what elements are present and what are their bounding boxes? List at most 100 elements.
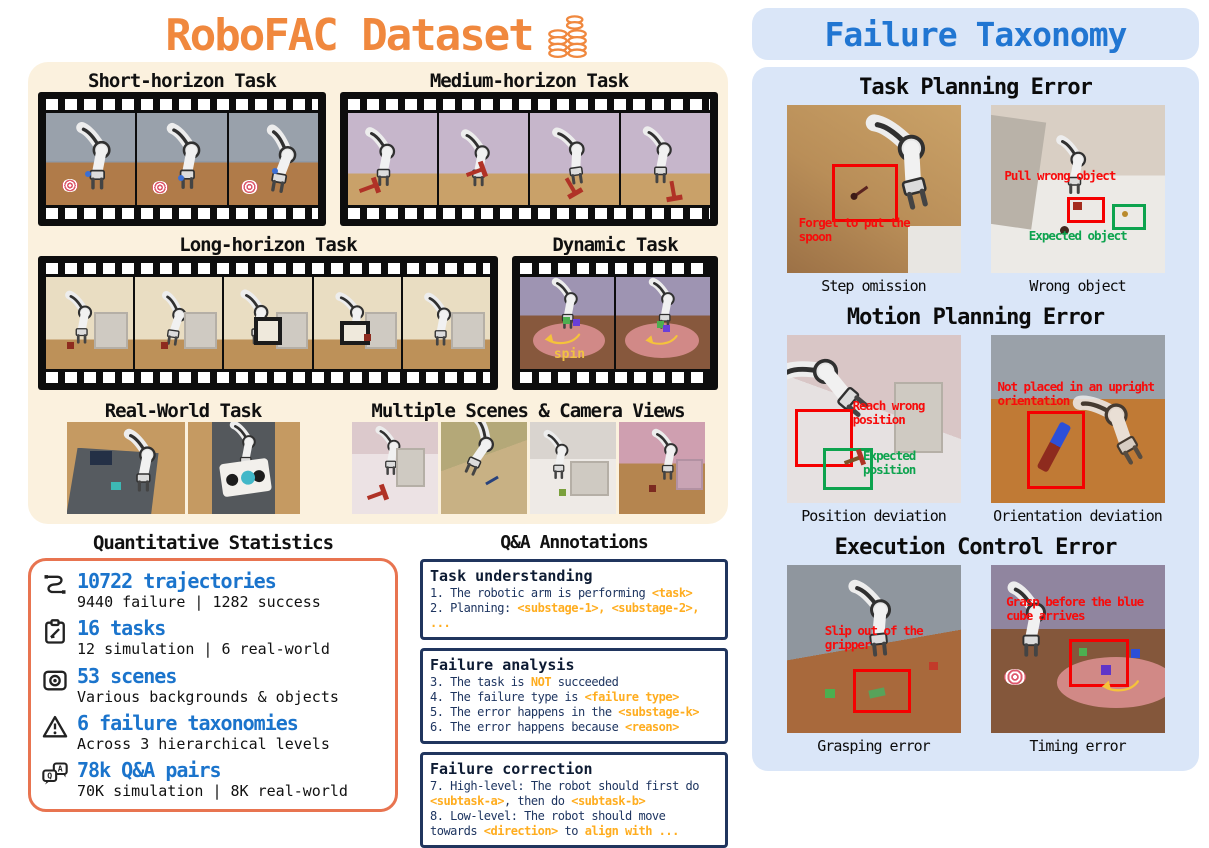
figure-orientation-deviation: Not placed in an upright orientation Ori… <box>990 335 1165 527</box>
filmstrip-sprockets <box>46 208 318 219</box>
stat-taxonomies: 6 failure taxonomies Across 3 hierarchic… <box>41 711 385 754</box>
stat-detail: Various backgrounds & objects <box>77 687 339 706</box>
filmstrip-sprockets <box>348 99 710 110</box>
filmstrip-sprockets <box>520 372 710 383</box>
qa-bubbles-icon: A Q <box>42 762 68 785</box>
stat-detail: Across 3 hierarchical levels <box>77 734 330 753</box>
placeholder-token: <subtask-a> <box>430 794 504 808</box>
long-horizon-filmstrip <box>38 256 498 390</box>
error-bounding-box <box>1068 638 1129 687</box>
stat-detail: 12 simulation | 6 real-world <box>77 640 330 659</box>
stat-headline: 78k Q&A pairs <box>77 758 222 782</box>
section-title: Task Planning Error <box>859 75 1093 100</box>
annotation-red: Reach wrong position <box>852 397 926 427</box>
error-bounding-box <box>1027 410 1086 489</box>
stat-headline: 6 failure taxonomies <box>77 710 299 735</box>
sim-frame <box>228 113 318 205</box>
placeholder-token: <reason> <box>625 720 679 734</box>
qa-box-failure-correction: Failure correction 7. High-level: The ro… <box>420 752 728 848</box>
short-horizon-group: Short-horizon Task <box>38 70 326 226</box>
qa-line: 2. Planning: <substage-1>, <substage-2>,… <box>430 601 700 630</box>
placeholder-token: <task> <box>651 586 693 600</box>
long-horizon-label: Long-horizon Task <box>179 234 357 256</box>
stat-tasks: 16 tasks 12 simulation | 6 real-world <box>41 616 385 659</box>
figure-caption: Timing error <box>1029 737 1126 755</box>
error-bounding-box <box>831 163 898 222</box>
figure-step-omission: Forget to put the spoon Step omission <box>786 105 961 297</box>
placeholder-token: <failure type> <box>584 690 680 704</box>
taxonomy-section-motion-planning: Motion Planning Error Reach wrong positi… <box>766 303 1185 527</box>
filmstrip-sprockets <box>520 263 710 274</box>
svg-text:A: A <box>58 764 63 774</box>
sim-frame <box>46 113 136 205</box>
scene-frame <box>440 422 527 514</box>
real-frame <box>66 422 185 514</box>
qa-line: 5. The error happens in the <substage-k> <box>430 705 699 719</box>
sim-frame <box>621 113 710 205</box>
taxonomy-section-execution-control: Execution Control Error Slip out of the … <box>766 533 1185 757</box>
qa-line: 4. The failure type is <failure type> <box>430 690 680 704</box>
sim-frame <box>616 277 710 369</box>
qa-line: 8. Low-level: The robot should move towa… <box>430 809 679 838</box>
task-row-2: Long-horizon Task <box>38 234 718 390</box>
dynamic-task-label: Dynamic Task <box>552 234 678 256</box>
camera-icon <box>43 670 67 690</box>
short-horizon-label: Short-horizon Task <box>88 70 277 92</box>
annotation-green: Expected position <box>863 448 916 478</box>
placeholder-token: <subtask-b> <box>571 794 646 808</box>
placeholder-token: <substage-k> <box>618 705 699 719</box>
sim-frame <box>135 277 223 369</box>
stat-detail: 70K simulation | 8K real-world <box>77 782 348 800</box>
medium-horizon-group: Medium-horizon Task <box>340 70 718 226</box>
error-bounding-box <box>1067 197 1106 224</box>
stat-trajectories: 10722 trajectories 9440 failure | 1282 s… <box>41 569 385 612</box>
dynamic-task-filmstrip: spin <box>512 256 718 390</box>
qa-annotations-section: Q&A Annotations Task understanding 1. Th… <box>420 530 728 848</box>
stat-qa-pairs: A Q 78k Q&A pairs 70K simulation | 8K re… <box>41 758 385 801</box>
real-world-group: Real-World Task <box>38 400 328 514</box>
sim-frame <box>224 277 312 369</box>
qa-box-title: Failure correction <box>430 760 593 778</box>
qa-line: 3. The task is NOT succeeded <box>430 675 619 689</box>
scene-frame <box>351 422 438 514</box>
annotation-red: Pull wrong object <box>1004 167 1116 183</box>
figure-caption: Position deviation <box>801 507 947 525</box>
figure-wrong-object: Pull wrong object Expected object Wrong … <box>990 105 1165 297</box>
sim-frame <box>313 277 401 369</box>
dataset-overview-column: RoboFAC Dataset Short-horizon Task <box>28 6 728 848</box>
sim-frame <box>402 277 491 369</box>
stat-detail: 9440 failure | 1282 success <box>77 593 321 611</box>
annotation-green: Expected object <box>1028 228 1128 244</box>
section-title: Motion Planning Error <box>846 305 1105 330</box>
placeholder-token: NOT <box>530 675 552 689</box>
scene-frame <box>529 422 616 514</box>
sim-frame <box>46 277 134 369</box>
error-bounding-box <box>852 669 911 714</box>
medium-horizon-filmstrip <box>340 92 718 226</box>
sim-frame: spin <box>520 277 614 369</box>
medium-horizon-label: Medium-horizon Task <box>429 70 629 92</box>
sim-frame <box>439 113 528 205</box>
task-row-3: Real-World Task <box>38 400 718 514</box>
scene-frame <box>618 422 705 514</box>
taxonomy-body-card: Task Planning Error Forget to put the sp… <box>752 67 1199 771</box>
qa-box-title: Failure analysis <box>430 656 575 674</box>
coins-database-icon <box>547 15 587 58</box>
main-title-row: RoboFAC Dataset <box>28 6 728 58</box>
qa-line: 7. High-level: The robot should first do… <box>430 779 699 808</box>
spin-annotation: spin <box>553 346 586 362</box>
long-horizon-group: Long-horizon Task <box>38 234 498 390</box>
task-row-1: Short-horizon Task <box>38 70 718 226</box>
stat-headline: 10722 trajectories <box>77 569 277 593</box>
dataset-panel: Short-horizon Task <box>28 62 728 524</box>
taxonomy-section-task-planning: Task Planning Error Forget to put the sp… <box>766 73 1185 297</box>
tasks-icon <box>45 619 65 644</box>
figure-caption: Grasping error <box>817 737 930 755</box>
annotation-red: Slip out of the gripper <box>824 622 924 652</box>
figure-grasping-error: Slip out of the gripper Grasping error <box>786 565 961 757</box>
scenes-group: Multiple Scenes & Camera Views <box>338 400 718 514</box>
stat-headline: 53 scenes <box>77 663 177 688</box>
section-title: Execution Control Error <box>834 535 1118 560</box>
stat-scenes: 53 scenes Various backgrounds & objects <box>41 664 385 707</box>
expected-bounding-box <box>1112 204 1147 231</box>
